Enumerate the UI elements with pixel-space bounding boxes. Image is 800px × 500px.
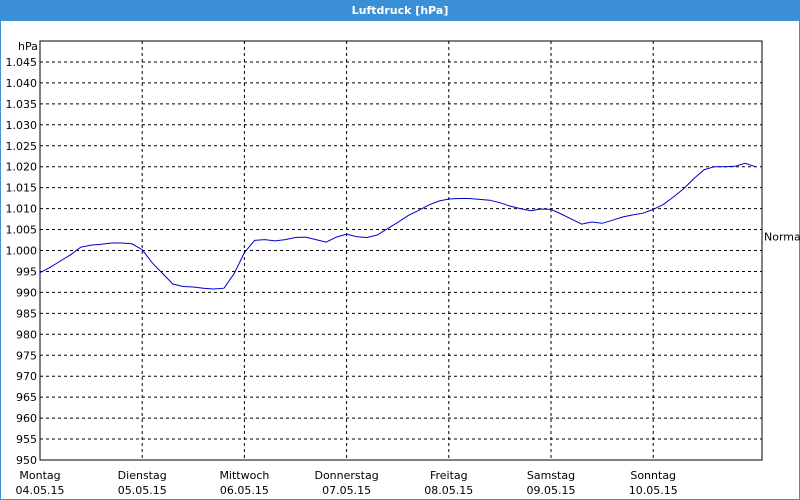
- x-tick-day-label: Sonntag: [630, 469, 676, 482]
- x-tick-date-label: 05.05.15: [118, 484, 167, 497]
- window-title: Luftdruck [hPa]: [1, 1, 799, 21]
- y-tick-label: 990: [16, 286, 37, 299]
- plot-area: [39, 40, 763, 461]
- y-tick-label: 1.010: [6, 203, 38, 216]
- y-tick-label: 975: [16, 349, 37, 362]
- x-axis-ticks: Montag 04.05.15 Dienstag 05.05.15 Mittwoch 06…: [16, 469, 678, 497]
- x-tick-day-label: Samstag: [527, 469, 575, 482]
- y-tick-label: 965: [16, 391, 37, 404]
- y-tick-label: 1.045: [6, 56, 38, 69]
- pressure-series-line: [39, 162, 756, 290]
- y-tick-label: 1.030: [6, 119, 38, 132]
- y-tick-label: 970: [16, 370, 37, 383]
- y-tick-label: 995: [16, 265, 37, 278]
- y-tick-label: 1.035: [6, 98, 38, 111]
- y-tick-label: 960: [16, 412, 37, 425]
- x-tick-date-label: 07.05.15: [322, 484, 371, 497]
- normal-reference-label: Normal: [764, 231, 800, 244]
- y-tick-label: 1.020: [6, 161, 38, 174]
- x-tick-day-label: Montag: [19, 469, 60, 482]
- grid-lines: [40, 41, 762, 460]
- x-tick-date-label: 06.05.15: [220, 484, 269, 497]
- x-tick-day-label: Mittwoch: [219, 469, 269, 482]
- y-axis-label: hPa: [18, 40, 38, 53]
- x-tick-day-label: Dienstag: [118, 469, 167, 482]
- x-tick-day-label: Freitag: [430, 469, 468, 482]
- y-axis-ticks: 950 955 960 965 970 975 980 985 990 995 1.000 1.005…: [6, 56, 38, 467]
- x-tick-date-label: 04.05.15: [16, 484, 65, 497]
- x-tick-day-label: Donnerstag: [314, 469, 378, 482]
- y-tick-label: 955: [16, 433, 37, 446]
- y-tick-label: 1.025: [6, 140, 38, 153]
- y-tick-label: 985: [16, 307, 37, 320]
- x-tick-date-label: 09.05.15: [527, 484, 576, 497]
- y-tick-label: 980: [16, 328, 37, 341]
- y-tick-label: 1.005: [6, 224, 38, 237]
- x-tick-date-label: 08.05.15: [424, 484, 473, 497]
- y-tick-label: 1.040: [6, 77, 38, 90]
- x-tick-date-label: 10.05.15: [629, 484, 678, 497]
- y-tick-label: 1.000: [6, 245, 38, 258]
- y-tick-label: 950: [16, 454, 37, 467]
- y-tick-label: 1.015: [6, 182, 38, 195]
